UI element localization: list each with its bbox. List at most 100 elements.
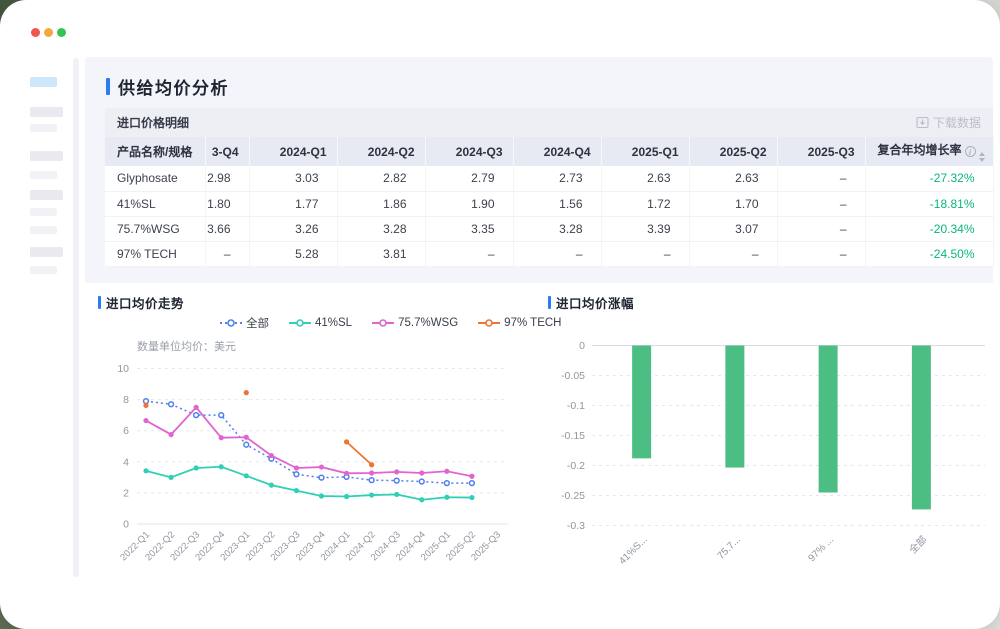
legend-marker-icon (478, 319, 501, 327)
cagr-cell: -18.81% (865, 191, 994, 217)
column-header: 2024-Q2 (337, 137, 426, 166)
column-header: 2025-Q2 (689, 137, 778, 166)
sidebar-nav-placeholder (30, 124, 57, 132)
close-window-icon[interactable] (31, 28, 40, 37)
x-axis-tick-label: 41%S... (617, 534, 650, 567)
column-header: 产品名称/规格 (105, 137, 206, 166)
price-cell: 1.77 (249, 191, 338, 217)
price-cell: 3.07 (689, 216, 778, 242)
price-cell: 2.63 (601, 166, 690, 192)
page-title-row: 供给均价分析 (106, 74, 229, 99)
table-row: Glyphosate 2.98 3.03 2.82 2.79 2.73 2.63 2.63– -… (105, 166, 994, 192)
sidebar-nav-placeholder (30, 107, 63, 117)
y-axis-tick-label: 8 (123, 394, 129, 406)
minimize-window-icon[interactable] (44, 28, 53, 37)
chart-accent-bar (548, 296, 551, 309)
zoom-window-icon[interactable] (57, 28, 66, 37)
price-cell: 1.80 (205, 191, 250, 217)
cagr-column-header: 复合年均增长率 i (865, 137, 994, 166)
price-cell: 2.82 (337, 166, 426, 192)
column-header: 2025-Q1 (601, 137, 690, 166)
price-cell: 3.35 (425, 216, 514, 242)
x-axis-tick-label: 97% ... (806, 534, 836, 564)
price-cell: – (689, 241, 778, 267)
bar[interactable] (632, 345, 652, 459)
price-cell: 3.03 (249, 166, 338, 192)
sidebar-nav-placeholder (30, 171, 57, 179)
price-cell: 2.98 (205, 166, 250, 192)
download-icon (916, 116, 929, 129)
sort-icon[interactable] (978, 152, 985, 162)
sidebar-nav-placeholder (30, 151, 63, 161)
download-label: 下载数据 (932, 116, 981, 130)
column-header: 2024-Q3 (425, 137, 514, 166)
price-cell: – (425, 241, 514, 267)
sidebar-nav-placeholder (30, 190, 63, 200)
x-axis-tick-label: 75.7... (716, 534, 743, 561)
y-axis-tick-label: -0.05 (561, 370, 585, 382)
legend-item[interactable]: 75.7%WSG (372, 317, 458, 329)
price-cell: – (601, 241, 690, 267)
legend-marker-icon (220, 319, 242, 327)
sidebar-nav-placeholder (30, 226, 57, 234)
sidebar-nav-placeholder (30, 266, 57, 274)
import-price-table: 产品名称/规格 3-Q4 2024-Q1 2024-Q2 2024-Q3 2024-Q4 2… (105, 137, 994, 267)
import-price-trend-chart[interactable]: 10864202022-Q12022-Q22022-Q32022-Q42023-… (95, 352, 520, 582)
table-row: 75.7%WSG 3.66 3.26 3.28 3.35 3.28 3.39 3.07– -20… (105, 216, 994, 242)
column-header: 2025-Q3 (777, 137, 866, 166)
product-name-cell: 41%SL (105, 191, 206, 217)
x-axis-tick-label: 全部 (906, 533, 929, 556)
table-row: 97% TECH –5.28 3.81– – – – – -24.50% (105, 241, 994, 267)
legend-label: 全部 (246, 318, 269, 330)
price-cell: – (777, 241, 866, 267)
info-icon[interactable]: i (964, 146, 976, 158)
price-cell: 2.63 (689, 166, 778, 192)
y-axis-tick-label: 0 (123, 519, 129, 531)
table-row: 41%SL 1.80 1.77 1.86 1.90 1.56 1.72 1.70– -18.81… (105, 191, 994, 217)
column-header: 2024-Q4 (513, 137, 602, 166)
legend-item[interactable]: 97% TECH (478, 317, 561, 329)
import-price-change-chart[interactable]: 0 -0.05 -0.1 -0.15 -0.2 -0.25 -0.3 41%S... 75.7.… (545, 330, 995, 582)
y-axis-tick-label: 6 (123, 425, 129, 437)
sidebar-divider (73, 58, 79, 577)
price-cell: 1.90 (425, 191, 514, 217)
price-cell: 3.26 (249, 216, 338, 242)
y-axis-tick-label: -0.15 (561, 430, 585, 442)
legend-item[interactable]: 全部 (220, 315, 269, 331)
price-cell: – (513, 241, 602, 267)
table-section-title: 进口价格明细 (117, 116, 190, 130)
sidebar-nav-placeholder (30, 208, 57, 216)
bar[interactable] (911, 345, 931, 510)
bar[interactable] (818, 345, 838, 493)
legend-marker-icon (372, 319, 395, 327)
title-accent-bar (106, 78, 110, 95)
y-axis-tick-label: -0.2 (567, 460, 585, 472)
legend-item[interactable]: 41%SL (289, 317, 352, 329)
price-cell: 1.86 (337, 191, 426, 217)
unit-note: 数量单位均价：美元 (137, 341, 236, 353)
product-name-cell: 75.7%WSG (105, 216, 206, 242)
bar-chart-title-row: 进口均价涨幅 (548, 293, 634, 312)
line-chart-title-row: 进口均价走势 (98, 293, 184, 312)
legend-label: 97% TECH (504, 317, 562, 329)
bar[interactable] (725, 345, 745, 468)
bar-chart-title: 进口均价涨幅 (556, 297, 635, 311)
price-cell: 3.66 (205, 216, 250, 242)
table-header-row: 产品名称/规格 3-Q4 2024-Q1 2024-Q2 2024-Q3 2024-Q4 2… (105, 137, 994, 166)
price-cell: 1.56 (513, 191, 602, 217)
column-header: 2024-Q1 (249, 137, 338, 166)
chart-accent-bar (98, 296, 101, 309)
sidebar-nav-placeholder (30, 247, 63, 257)
y-axis-tick-label: 4 (123, 456, 129, 468)
line-chart-title: 进口均价走势 (106, 297, 185, 311)
product-name-cell: 97% TECH (105, 241, 206, 267)
sidebar-nav-active-placeholder[interactable] (30, 77, 57, 87)
download-data-button[interactable]: 下载数据 (916, 114, 981, 131)
cagr-header-label: 复合年均增长率 (877, 143, 962, 158)
y-axis-tick-label: -0.1 (567, 400, 585, 412)
legend-label: 75.7%WSG (398, 317, 459, 329)
page-title: 供给均价分析 (118, 79, 229, 98)
cagr-cell: -24.50% (865, 241, 994, 267)
price-cell: 3.28 (513, 216, 602, 242)
